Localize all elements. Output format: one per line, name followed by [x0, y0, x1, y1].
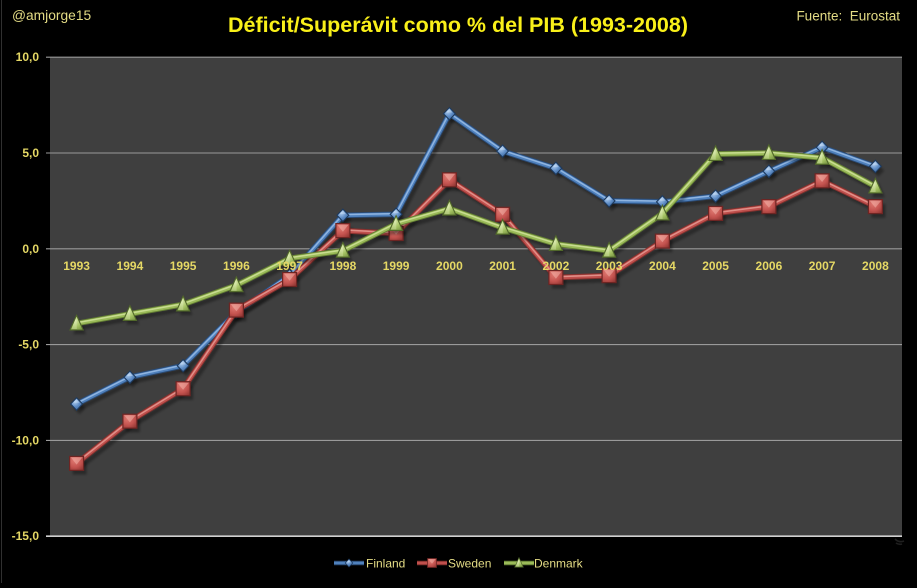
- svg-text:@amjorge15: @amjorge15: [12, 8, 92, 23]
- svg-text:1993: 1993: [63, 259, 90, 273]
- svg-text:2003: 2003: [596, 259, 623, 273]
- svg-text:-15,0: -15,0: [12, 529, 40, 543]
- svg-text:1995: 1995: [170, 259, 197, 273]
- svg-text:-10,0: -10,0: [12, 433, 40, 447]
- svg-text:2007: 2007: [809, 259, 836, 273]
- svg-text:1996: 1996: [223, 259, 250, 273]
- svg-text:2006: 2006: [756, 259, 783, 273]
- svg-text:2008: 2008: [862, 259, 889, 273]
- svg-text:2005: 2005: [702, 259, 729, 273]
- svg-text:10,0: 10,0: [16, 50, 40, 64]
- svg-text:Denmark: Denmark: [534, 557, 584, 571]
- svg-text:5,0: 5,0: [22, 146, 39, 160]
- svg-text:2000: 2000: [436, 259, 463, 273]
- svg-text:-5,0: -5,0: [18, 338, 39, 352]
- svg-text:2001: 2001: [489, 259, 516, 273]
- svg-text:1998: 1998: [330, 259, 357, 273]
- svg-text:1999: 1999: [383, 259, 410, 273]
- svg-text:2004: 2004: [649, 259, 676, 273]
- svg-text:1997: 1997: [276, 259, 303, 273]
- svg-text:Sweden: Sweden: [448, 557, 491, 571]
- svg-text:0,0: 0,0: [22, 242, 39, 256]
- svg-text:2002: 2002: [543, 259, 570, 273]
- svg-text:Fuente: Eurostat: Fuente: Eurostat: [796, 9, 900, 24]
- svg-text:Finland: Finland: [366, 557, 405, 571]
- svg-text:1994: 1994: [117, 259, 144, 273]
- svg-text:Déficit/Superávit como % del P: Déficit/Superávit como % del PIB (1993-2…: [228, 13, 688, 37]
